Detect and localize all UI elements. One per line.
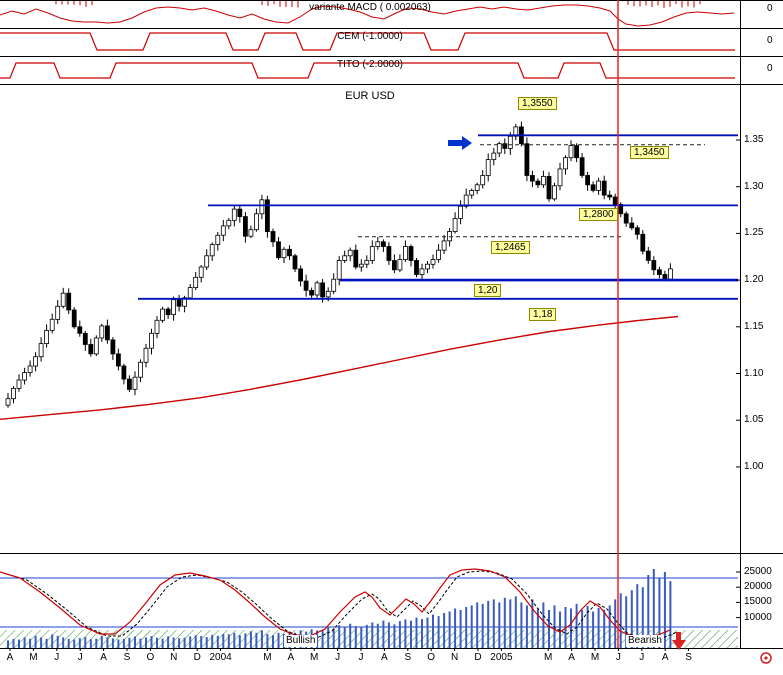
price-axis-label: 1.15 (744, 320, 764, 332)
x-axis-label: M (590, 652, 600, 663)
macd-zero-label: 0 (767, 3, 773, 14)
price-axis-label: 1.25 (744, 227, 764, 239)
x-axis-label: O (146, 652, 155, 663)
x-axis-label: A (568, 652, 575, 663)
x-axis-label: O (427, 652, 436, 663)
x-axis-label: M (263, 652, 272, 663)
level-tag-12800: 1,2800 (579, 208, 618, 221)
bearish-regime-label: Bearish (626, 635, 664, 647)
volume-axis-label: 10000 (744, 611, 772, 623)
cem-panel-title: CEM (-1.0000) (337, 31, 403, 42)
x-axis-label: A (100, 652, 107, 663)
price-axis-label: 1.30 (744, 180, 764, 192)
level-tag-13450: 1,3450 (630, 146, 669, 159)
level-tag-12465: 1,2465 (491, 241, 530, 254)
tito-zero-label: 0 (767, 63, 773, 74)
x-axis-label: S (123, 652, 131, 663)
symbol-title: EUR USD (345, 90, 395, 102)
x-axis-label: J (54, 652, 60, 663)
x-axis-label: D (474, 652, 482, 663)
volume-axis-label: 20000 (744, 581, 772, 593)
x-axis-label: A (6, 652, 14, 663)
x-axis-label: D (193, 652, 201, 663)
cem-zero-label: 0 (767, 35, 773, 46)
x-axis-label: A (287, 652, 295, 663)
level-tag-13550: 1,3550 (518, 97, 557, 110)
volume-axis-label: 15000 (744, 596, 772, 608)
price-axis-label: 1.05 (744, 414, 764, 426)
x-axis-label: N (170, 652, 178, 663)
x-axis-label: 2004 (209, 652, 232, 663)
level-tag-118: 1,18 (529, 308, 557, 321)
price-axis-label: 1.10 (744, 367, 764, 379)
level-tag-120: 1,20 (474, 284, 502, 297)
x-axis-label: J (77, 652, 83, 663)
x-axis-label: 2005 (490, 652, 513, 663)
x-axis-label: J (615, 652, 621, 663)
x-axis-label: A (661, 652, 669, 663)
price-axis-label: 1.35 (744, 134, 764, 145)
x-axis-label: S (685, 652, 692, 663)
x-axis-label: J (335, 652, 341, 663)
watermark-icon (760, 652, 772, 664)
macd-panel-title: variante MACD ( 0.002063) (309, 2, 431, 13)
x-axis-label: S (404, 652, 412, 663)
price-axis-label: 1.00 (744, 460, 764, 472)
price-axis-label: 1.20 (744, 274, 764, 286)
bullish-regime-label: Bullish (284, 635, 318, 647)
x-axis-label: M (310, 652, 319, 663)
red-down-arrow-icon (672, 632, 686, 650)
tito-panel-title: TITO (-2.0000) (337, 59, 403, 70)
volume-axis-label: 25000 (744, 566, 772, 577)
x-axis-label: N (450, 652, 459, 663)
x-axis-label: M (29, 652, 38, 663)
blue-arrow-icon (448, 136, 472, 150)
x-axis-label: J (358, 652, 364, 663)
x-axis-label: A (381, 652, 388, 663)
x-axis-label: M (544, 652, 553, 663)
x-axis-label: J (639, 652, 645, 663)
